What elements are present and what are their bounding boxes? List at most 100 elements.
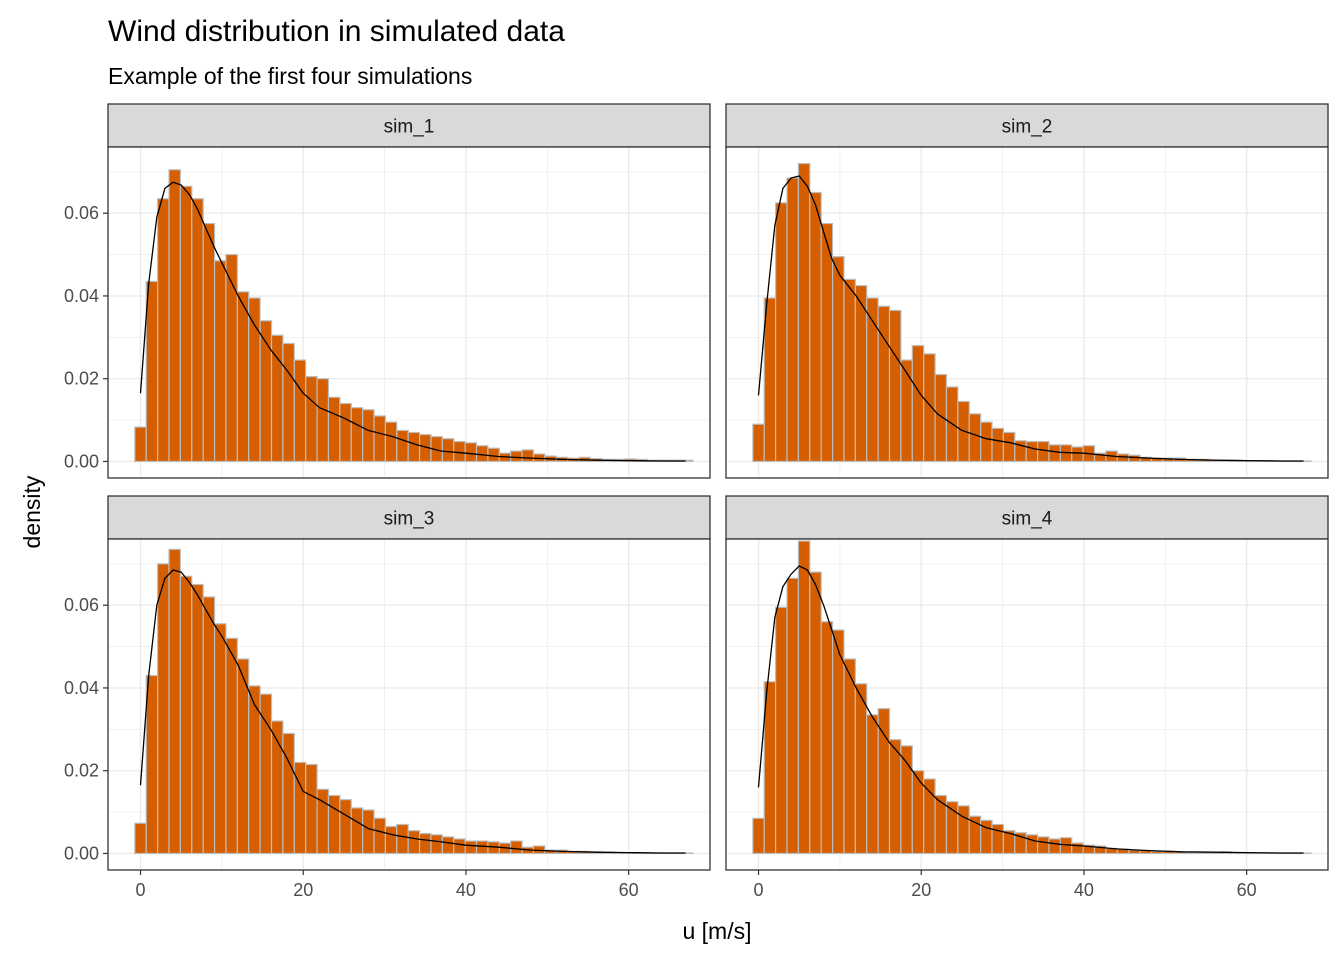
- panel-sim_2: sim_2: [725, 103, 1329, 479]
- histogram-bar: [213, 260, 227, 463]
- histogram-bar: [179, 575, 193, 855]
- histogram-bar: [145, 674, 159, 855]
- histogram-bar: [991, 823, 1005, 855]
- histogram-bar: [775, 202, 788, 463]
- histogram-bar: [809, 571, 822, 855]
- histogram-bar: [373, 817, 387, 855]
- histogram-bar: [464, 442, 478, 463]
- histogram-bar: [145, 280, 159, 463]
- histogram-bar: [487, 447, 500, 463]
- histogram-bar: [877, 708, 891, 855]
- x-tick-label: 40: [456, 880, 476, 900]
- histogram-bar: [157, 198, 170, 463]
- panel-border: [725, 538, 1329, 871]
- histogram-bar: [888, 739, 902, 855]
- histogram-bar: [820, 621, 834, 855]
- histogram-bar: [475, 840, 489, 855]
- histogram-bar: [786, 577, 800, 855]
- histogram-bar: [1036, 440, 1050, 463]
- x-tick-label: 0: [754, 880, 764, 900]
- panel-border: [725, 146, 1329, 479]
- histogram-bar: [510, 450, 523, 463]
- histogram-bar: [475, 445, 489, 463]
- histogram-bar: [877, 305, 891, 463]
- histogram-bar: [305, 763, 318, 855]
- histogram-bar: [191, 583, 204, 855]
- chart-title: Wind distribution in simulated data: [108, 15, 565, 48]
- histogram-bar: [854, 285, 868, 463]
- histogram-bar: [1048, 444, 1061, 463]
- histogram-bar: [923, 778, 936, 855]
- panel-border: [107, 538, 711, 871]
- histogram-bar: [225, 253, 238, 463]
- histogram-bar: [373, 415, 387, 463]
- histogram-bar: [293, 359, 307, 463]
- histogram-bar: [157, 563, 170, 855]
- plot-area: [726, 539, 1328, 870]
- histogram-bar: [168, 548, 182, 855]
- panel-sim_3: sim_3: [107, 495, 711, 871]
- histogram-bar: [866, 297, 879, 463]
- histogram-bar: [384, 421, 398, 463]
- histogram-bar: [911, 345, 925, 463]
- histogram-bar: [384, 825, 398, 855]
- y-tick-label: 0.00: [64, 451, 99, 471]
- y-tick-label: 0.04: [64, 286, 99, 306]
- histogram-bar: [991, 427, 1005, 463]
- x-tick-label: 20: [293, 880, 313, 900]
- histogram-bar: [407, 830, 421, 855]
- histogram-bar: [248, 297, 261, 463]
- histogram-bar: [418, 832, 432, 855]
- histogram-bar: [396, 429, 409, 463]
- density-line: [757, 565, 1304, 854]
- histogram-bar: [1036, 836, 1050, 855]
- histogram-bar: [968, 413, 982, 463]
- x-axis-title: u [m/s]: [682, 918, 751, 944]
- histogram-bar: [270, 334, 284, 463]
- histogram-bar: [430, 834, 443, 855]
- y-axis-title: density: [19, 475, 45, 548]
- histogram-bar: [752, 423, 765, 463]
- histogram-bar: [957, 805, 970, 855]
- histogram-bar: [339, 799, 352, 855]
- facet-label: sim_2: [1002, 117, 1053, 138]
- histogram-bar: [339, 402, 352, 463]
- histogram-bar: [407, 431, 421, 463]
- plot-area: [726, 147, 1328, 478]
- x-tick-label: 40: [1074, 880, 1094, 900]
- histogram-bar: [213, 623, 227, 855]
- chart-subtitle: Example of the first four simulations: [108, 63, 472, 89]
- histogram-bar: [1002, 431, 1016, 463]
- y-tick-label: 0.06: [64, 203, 99, 223]
- histogram-bar: [202, 222, 216, 463]
- plot-area: [108, 539, 710, 870]
- facet-strip: [725, 495, 1329, 540]
- histogram-bar: [1116, 453, 1130, 463]
- x-axis: 0 20 40 60 0 20 40 60: [136, 870, 1257, 900]
- histogram-bar: [1048, 838, 1061, 855]
- y-axis: 0.00 0.02 0.04 0.06 0.00 0.02 0.04 0.06: [64, 203, 108, 863]
- histogram-bar: [362, 809, 375, 855]
- x-tick-label: 60: [1237, 880, 1257, 900]
- histogram-bar: [775, 606, 788, 855]
- facet-label: sim_3: [384, 509, 435, 530]
- histogram-bar: [453, 838, 466, 855]
- histogram-bar: [809, 191, 822, 463]
- histogram-bar: [820, 222, 834, 463]
- histogram-bar: [763, 297, 777, 463]
- histogram-bar: [923, 353, 936, 463]
- histogram-bar: [236, 291, 250, 463]
- histogram-bar: [350, 407, 364, 463]
- histogram-bar: [1071, 446, 1084, 463]
- histogram-bar: [168, 169, 182, 463]
- histogram-bar: [797, 540, 811, 855]
- plot-area: [108, 147, 710, 478]
- histogram-bar: [316, 378, 330, 463]
- histogram-bar: [831, 629, 845, 855]
- histogram-bar: [797, 162, 811, 463]
- histogram-bar: [464, 840, 478, 855]
- histogram-bar: [854, 683, 868, 855]
- histogram-bar: [843, 658, 856, 855]
- histogram-bar: [521, 449, 535, 463]
- histogram-bar: [134, 822, 147, 855]
